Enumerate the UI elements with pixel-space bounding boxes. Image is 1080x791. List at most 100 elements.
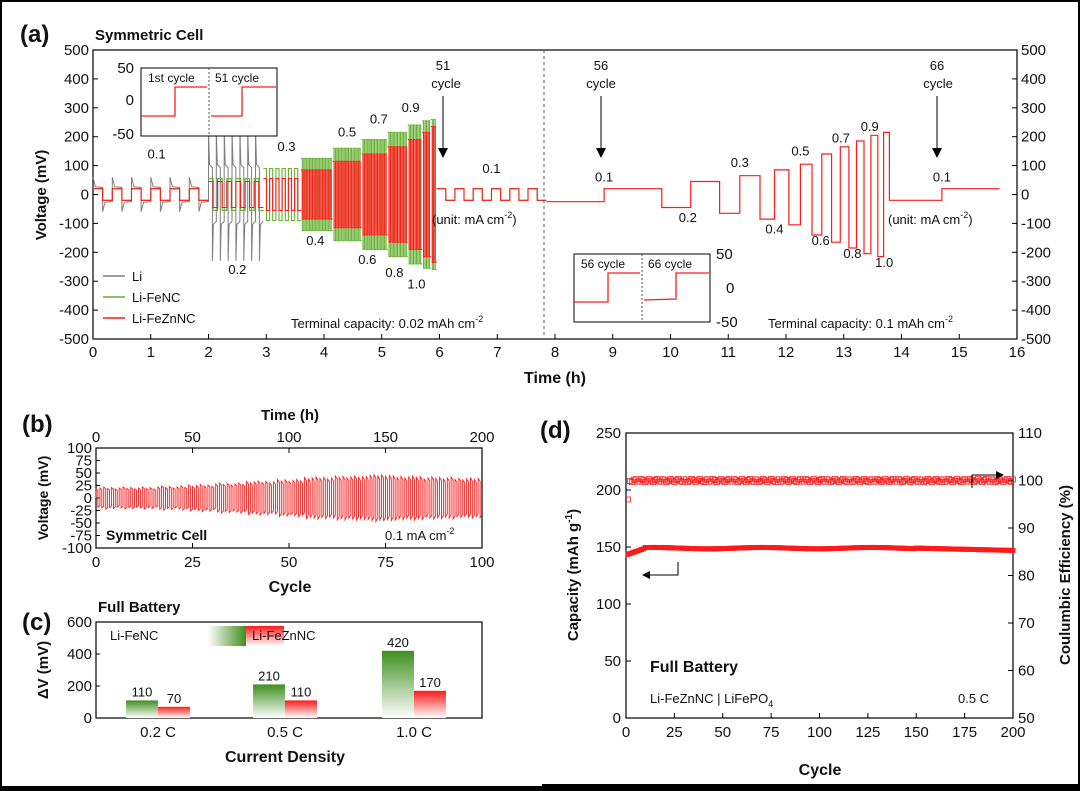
pc-category-label: 0.5 C [267,724,303,741]
bar-fenc [382,650,414,718]
ce-point [1010,476,1016,483]
inset-left-curve1 [141,86,207,117]
inset-left-label1: 1st cycle [148,71,195,85]
ce-point [1000,479,1007,486]
ce-point [714,479,720,486]
ce-point [913,478,920,485]
panel-c-bars: 110 70 210 110 420 170 [126,635,446,718]
ce-point [859,477,865,484]
legend-c-feznc: Li-FeZnNC [252,628,316,643]
ce-point [710,476,716,482]
series-feznc-segment [93,188,209,201]
ce-point [789,475,796,482]
ce-point [652,477,658,483]
pa-xtick-label: 11 [720,344,736,361]
pb-x2tick-label: 200 [469,429,494,446]
pb-xtick-label: 0 [92,554,100,571]
ce-point [828,479,835,485]
panel-d-y2label: Coulumbic Efficiency (%) [1057,485,1074,665]
pa-ytick-label: 300 [64,100,89,117]
ce-point [715,477,722,484]
ce-point [781,476,788,482]
pa-ytick-label: 0 [81,187,89,204]
inset-right-curve1 [574,272,640,303]
pa-current-label: 0.1 [595,169,613,184]
ce-point [955,477,962,484]
ce-point [874,476,881,482]
pa-xtick-label: 4 [320,344,328,361]
ce-point [812,477,819,484]
ce-point [934,478,941,485]
pa-current-label: 0.7 [370,112,388,127]
ce-point [1006,478,1013,485]
series-b-voltage [95,473,483,524]
ce-point [785,479,792,486]
legend-c-fenc: Li-FeNC [110,628,158,643]
pa-ytick-label: 100 [64,158,89,175]
pb-xtick-label: 100 [469,554,494,571]
panel-c-letter: (c) [22,609,51,636]
pd-xtick-label: 100 [807,724,832,741]
series-feznc-segment [361,153,388,236]
unit-left: (unit: mA cm-2) [432,210,517,227]
panel-c-ylabel: ΔV (mV) [35,641,52,699]
pd-xtick-label: 0 [622,724,630,741]
ce-point [905,477,912,484]
arrow-right-axis-head [996,471,1004,479]
ce-point [671,479,678,486]
series-feznc-segment [436,188,547,201]
ce-point [953,475,960,482]
ce-point [677,478,684,485]
bar-fenc [126,700,158,718]
ce-point [803,476,809,482]
bar-fenc [253,684,285,718]
ce-point [884,477,891,484]
ce-point [924,475,931,482]
pc-category-label: 1.0 C [396,724,432,741]
ce-point [835,479,842,486]
annotation-66-cycle: 66 cycle [923,58,953,158]
pa-xtick-label: 3 [262,344,270,361]
ce-point [998,477,1005,484]
pb-ytick-label: 100 [67,440,92,457]
ce-point [783,477,790,483]
ce-point [808,477,815,484]
pb-xtick-label: 25 [184,554,201,571]
ce-point [992,479,999,485]
ce-point [837,477,844,484]
ce-point [946,476,953,482]
bar-feznc [414,690,446,718]
ce-point [638,476,645,482]
pd-ytick-label: 200 [596,482,621,499]
series-feznc-segment [208,180,264,209]
ce-point [770,478,776,485]
ce-point [648,477,655,484]
ce-point [841,478,848,485]
unit-right: (unit: mA cm-2) [888,210,973,227]
pa-y2tick-label: 0 [1021,187,1029,204]
arrow-51-head [438,148,448,158]
arrow-56-head [596,148,606,158]
bar-fenc-value: 210 [258,668,280,683]
pa-current-label: 0.4 [306,233,324,248]
ce-point [690,477,697,484]
ce-point [863,478,869,484]
panel-a-current-labels: 0.1 0.2 0.3 0.4 0.5 0.6 0.7 0.8 0.9 1.0 0.1 0.1 0.2 0… [147,100,950,291]
panel-b-letter: (b) [22,411,53,438]
pa-xtick-label: 7 [493,344,501,361]
pd-y2tick-label: 60 [1018,663,1035,680]
pb-ytick-label: 25 [75,478,92,495]
ce-point [791,478,798,484]
pc-ytick-label: 400 [67,646,92,663]
pa-ytick-label: 500 [64,42,89,59]
pa-current-label: 1.0 [407,276,425,291]
pa-current-label: 0.5 [338,125,356,140]
ce-point [764,479,771,486]
inset-right-ytick-50: 50 [716,246,733,263]
ce-point [692,479,699,486]
inset-right: 56 cycle 66 cycle 50 0 -50 [573,246,738,331]
ce-point [901,478,908,484]
arrow-left-axis [648,562,679,576]
